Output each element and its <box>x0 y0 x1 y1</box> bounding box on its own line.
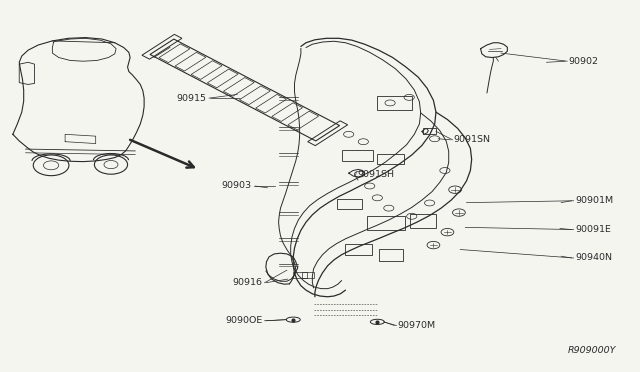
Bar <box>342 150 373 161</box>
Bar <box>337 199 362 209</box>
Text: 90901M: 90901M <box>575 196 613 205</box>
Text: 90091E: 90091E <box>575 225 611 234</box>
Text: 90915: 90915 <box>177 94 207 103</box>
Bar <box>302 272 314 278</box>
Text: 90903: 90903 <box>221 182 252 190</box>
Text: 90902: 90902 <box>568 57 598 66</box>
Text: 90940N: 90940N <box>575 253 612 263</box>
Text: 9091SN: 9091SN <box>454 135 491 144</box>
Text: 9090OE: 9090OE <box>225 316 262 325</box>
Bar <box>378 154 404 164</box>
Bar <box>423 128 436 134</box>
Bar <box>379 249 403 260</box>
Text: 90970M: 90970M <box>397 321 436 330</box>
Text: R909000Y: R909000Y <box>568 346 616 355</box>
Bar <box>367 215 405 230</box>
Bar <box>378 96 412 110</box>
Bar <box>346 244 372 256</box>
Bar <box>410 214 436 228</box>
Bar <box>293 272 307 278</box>
Text: 90916: 90916 <box>233 278 262 287</box>
Text: 9091SH: 9091SH <box>358 170 395 179</box>
